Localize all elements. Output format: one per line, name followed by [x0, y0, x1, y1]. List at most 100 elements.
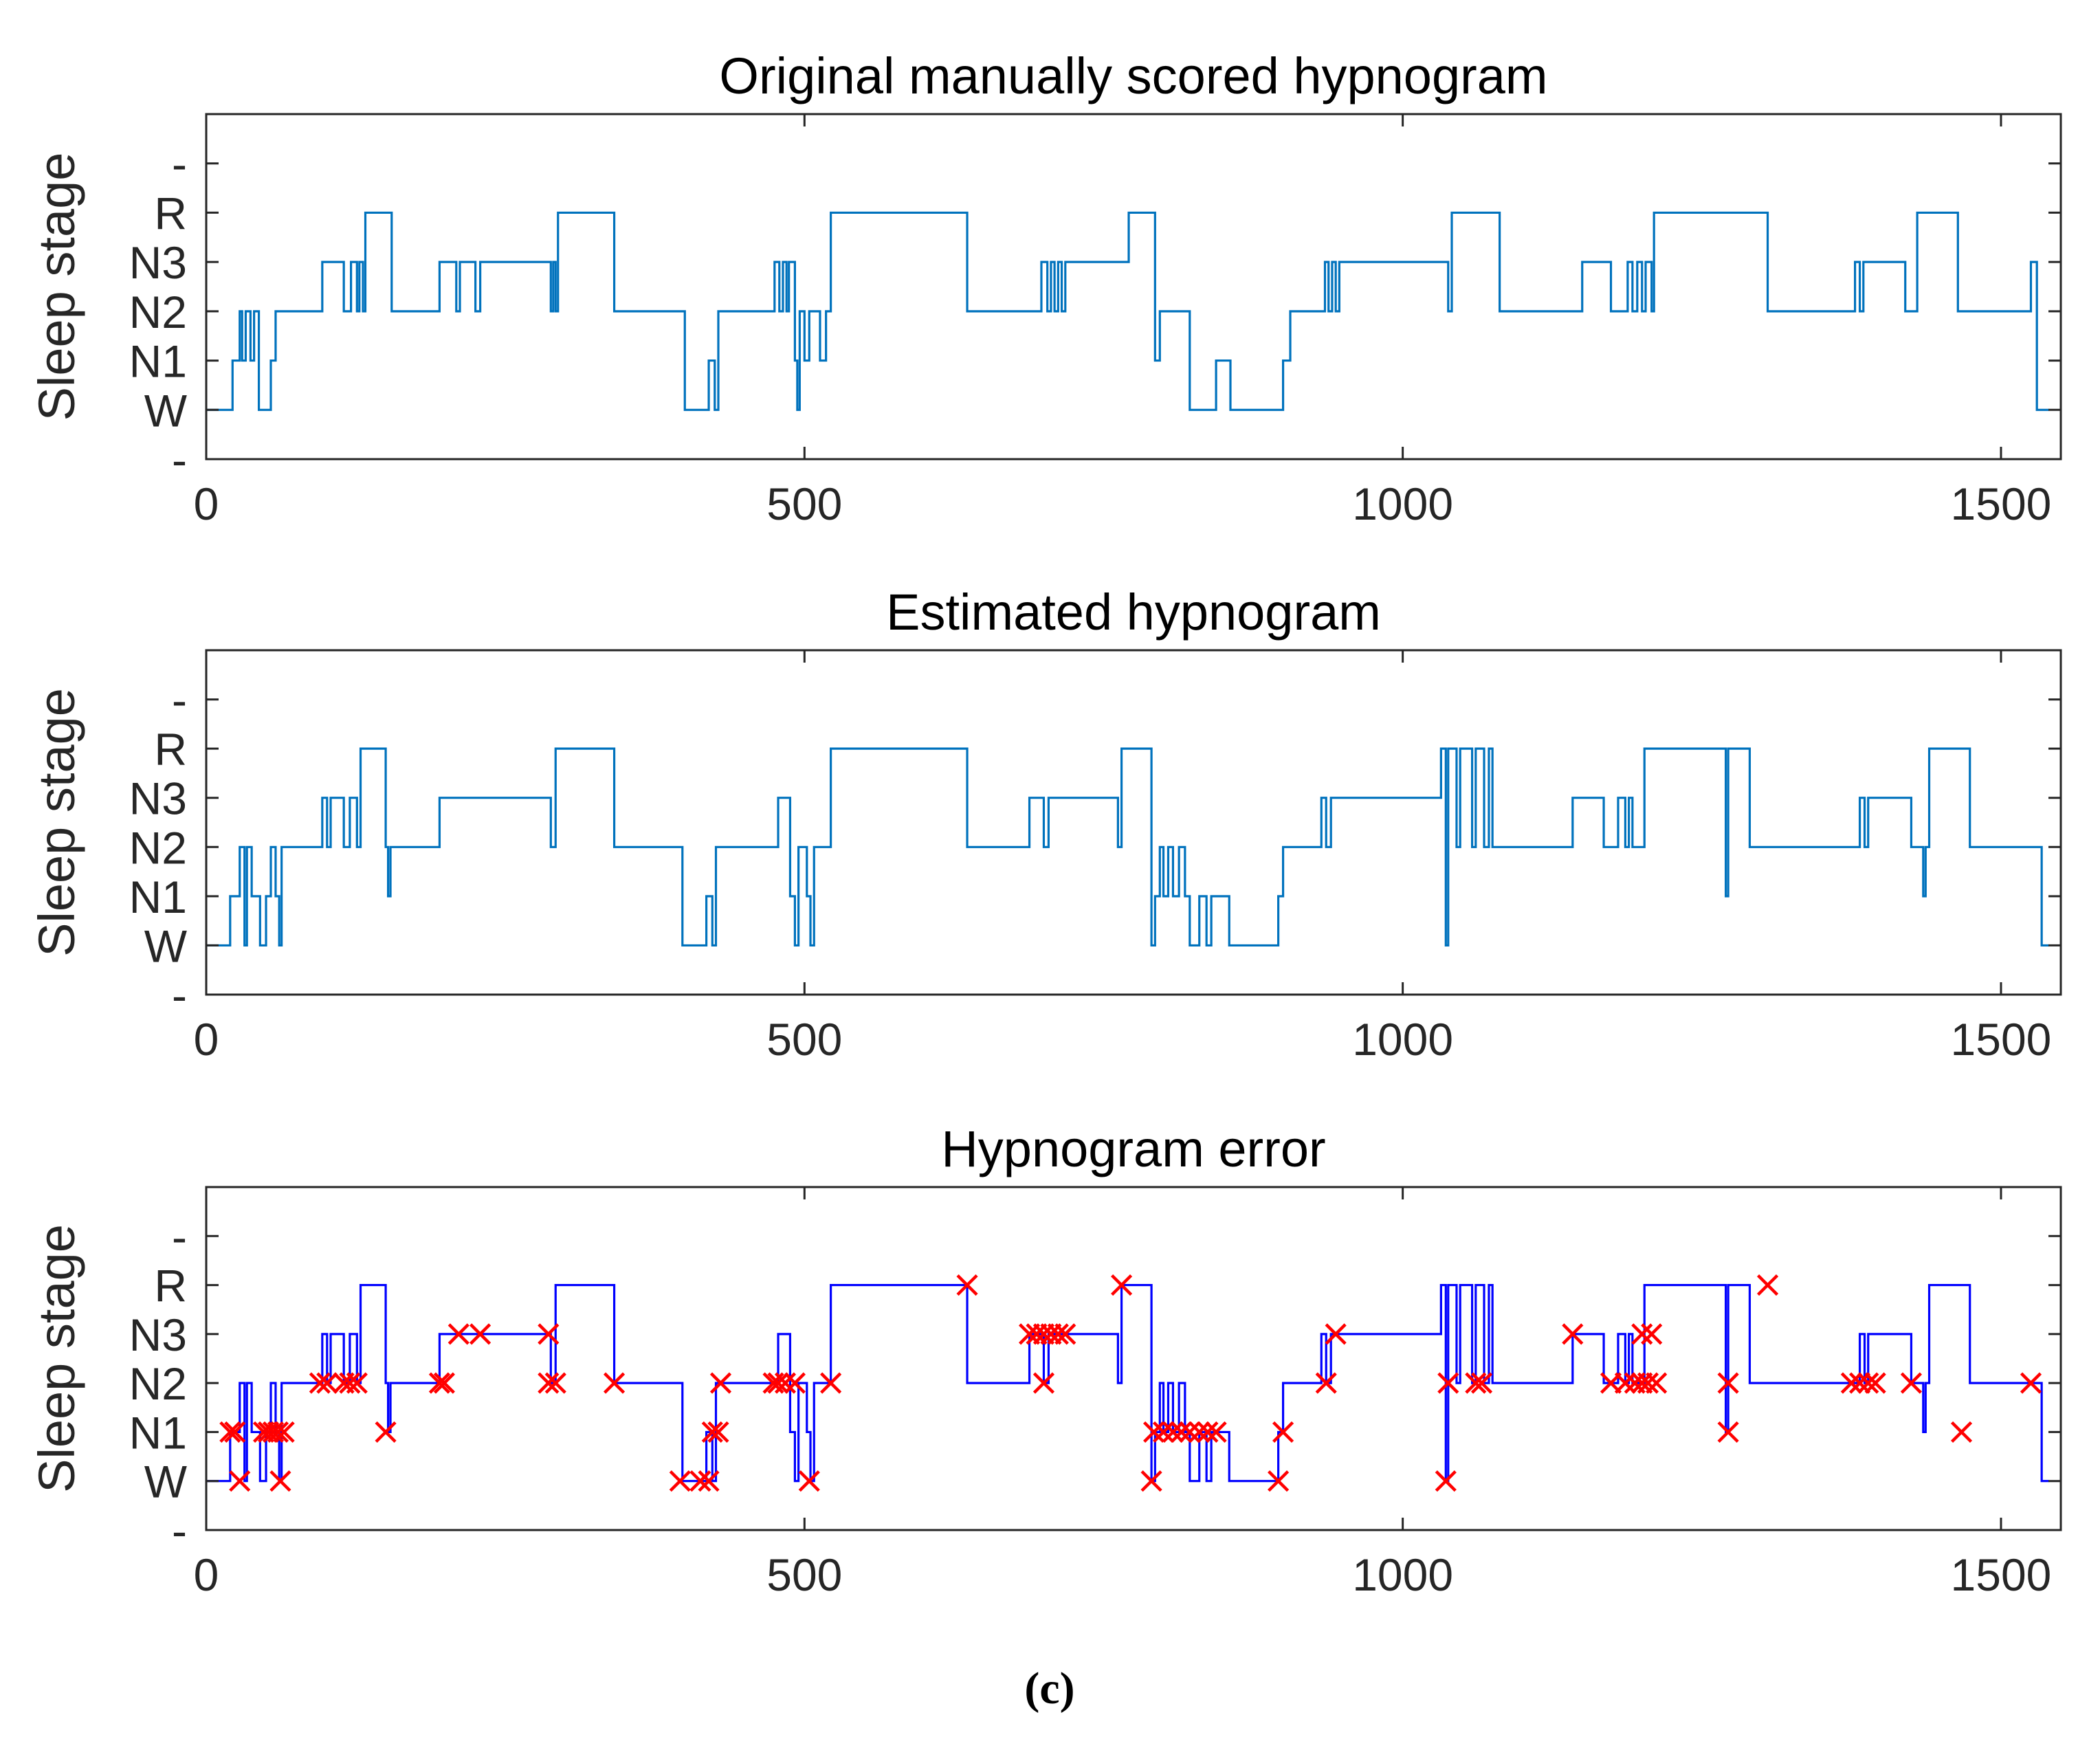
- error-marker: [1614, 1372, 1637, 1394]
- plot-area: [206, 1187, 2061, 1530]
- y-tick-label: -: [172, 139, 187, 190]
- x-tick-label: 500: [766, 1014, 842, 1065]
- error-marker: [689, 1470, 711, 1492]
- error-marker: [669, 1470, 691, 1492]
- x-tick-label: 500: [766, 1549, 842, 1600]
- error-marker: [1717, 1421, 1739, 1443]
- chart-title: Original manually scored hypnogram: [719, 47, 1547, 104]
- error-marker: [428, 1372, 451, 1394]
- hypnogram-line: [206, 211, 2049, 411]
- y-tick-label: N1: [129, 1407, 187, 1458]
- error-marker: [1110, 1274, 1133, 1296]
- error-marker: [1142, 1421, 1165, 1443]
- error-marker: [1857, 1372, 1879, 1394]
- x-tick-label: 1500: [1951, 1549, 2052, 1600]
- error-marker: [774, 1372, 797, 1394]
- error-marker: [709, 1372, 732, 1394]
- y-axis-label: Sleep stage: [28, 153, 85, 421]
- x-tick-label: 0: [194, 1014, 219, 1065]
- error-marker: [707, 1421, 729, 1443]
- y-tick-label: N1: [129, 872, 187, 922]
- error-marker: [1197, 1421, 1219, 1443]
- error-marker: [544, 1372, 566, 1394]
- error-marker: [273, 1421, 295, 1443]
- y-tick-label: -: [172, 675, 187, 726]
- error-marker: [2020, 1372, 2042, 1394]
- error-marker: [698, 1470, 720, 1492]
- error-marker: [1864, 1372, 1886, 1394]
- axes-box: [205, 113, 2062, 461]
- axes-box: [205, 649, 2062, 996]
- error-marker: [339, 1372, 361, 1394]
- error-marker: [1205, 1421, 1227, 1443]
- error-marker: [257, 1421, 280, 1443]
- error-marker: [229, 1470, 251, 1492]
- error-markers: [219, 1274, 2042, 1492]
- error-marker: [1152, 1421, 1175, 1443]
- plot-area: [206, 650, 2061, 995]
- error-marker: [469, 1323, 491, 1345]
- error-marker: [1054, 1323, 1076, 1345]
- error-marker: [1840, 1372, 1862, 1394]
- error-marker: [1179, 1421, 1201, 1443]
- error-marker: [538, 1372, 560, 1394]
- y-tick-label: N3: [129, 1309, 187, 1360]
- error-marker: [375, 1421, 397, 1443]
- y-tick-label: N2: [129, 1358, 187, 1409]
- y-tick-label: R: [154, 188, 187, 239]
- y-axis-label: Sleep stage: [28, 1224, 85, 1493]
- error-marker: [1848, 1372, 1871, 1394]
- error-marker: [1437, 1372, 1459, 1394]
- error-marker: [1325, 1323, 1347, 1345]
- y-tick-label: W: [144, 1456, 188, 1507]
- y-tick-label: -: [172, 970, 187, 1021]
- error-marker: [1756, 1274, 1779, 1296]
- y-tick-label: -: [172, 1505, 187, 1556]
- error-marker: [820, 1372, 842, 1394]
- data-layer: [206, 1274, 2049, 1492]
- error-marker: [798, 1470, 820, 1492]
- error-marker: [346, 1372, 368, 1394]
- error-marker: [1631, 1323, 1653, 1345]
- error-marker: [224, 1421, 246, 1443]
- y-tick-label: -: [172, 434, 187, 485]
- chart-title: Hypnogram error: [941, 1120, 1325, 1177]
- y-tick-label: R: [154, 1261, 187, 1311]
- data-layer: [206, 747, 2049, 947]
- error-marker: [1717, 1372, 1739, 1394]
- y-tick-label: R: [154, 724, 187, 775]
- y-tick-label: W: [144, 385, 188, 436]
- error-marker: [956, 1274, 978, 1296]
- error-marker: [1162, 1421, 1184, 1443]
- chart-title: Estimated hypnogram: [886, 584, 1381, 641]
- figure-caption: (c): [1024, 1663, 1074, 1714]
- x-tick-label: 1000: [1352, 1014, 1453, 1065]
- error-marker: [1465, 1372, 1487, 1394]
- error-marker: [1315, 1372, 1337, 1394]
- error-marker: [316, 1372, 338, 1394]
- x-tick-label: 500: [766, 478, 842, 529]
- error-marker: [1189, 1421, 1211, 1443]
- error-marker: [1268, 1470, 1290, 1492]
- error-marker: [1641, 1323, 1663, 1345]
- error-marker: [1032, 1372, 1055, 1394]
- error-marker: [1140, 1470, 1162, 1492]
- error-marker: [433, 1372, 455, 1394]
- error-marker: [1047, 1323, 1069, 1345]
- y-tick-label: N2: [129, 822, 187, 873]
- error-marker: [309, 1372, 331, 1394]
- y-tick-label: N1: [129, 336, 187, 387]
- error-marker: [784, 1372, 806, 1394]
- x-tick-label: 0: [194, 478, 219, 529]
- error-marker: [267, 1421, 289, 1443]
- y-axis-label: Sleep stage: [28, 688, 85, 957]
- hypnogram-line: [206, 747, 2049, 947]
- error-marker: [1272, 1421, 1294, 1443]
- y-tick-label: N3: [129, 237, 187, 288]
- x-tick-label: 0: [194, 1549, 219, 1600]
- y-tick-label: -: [172, 1211, 187, 1262]
